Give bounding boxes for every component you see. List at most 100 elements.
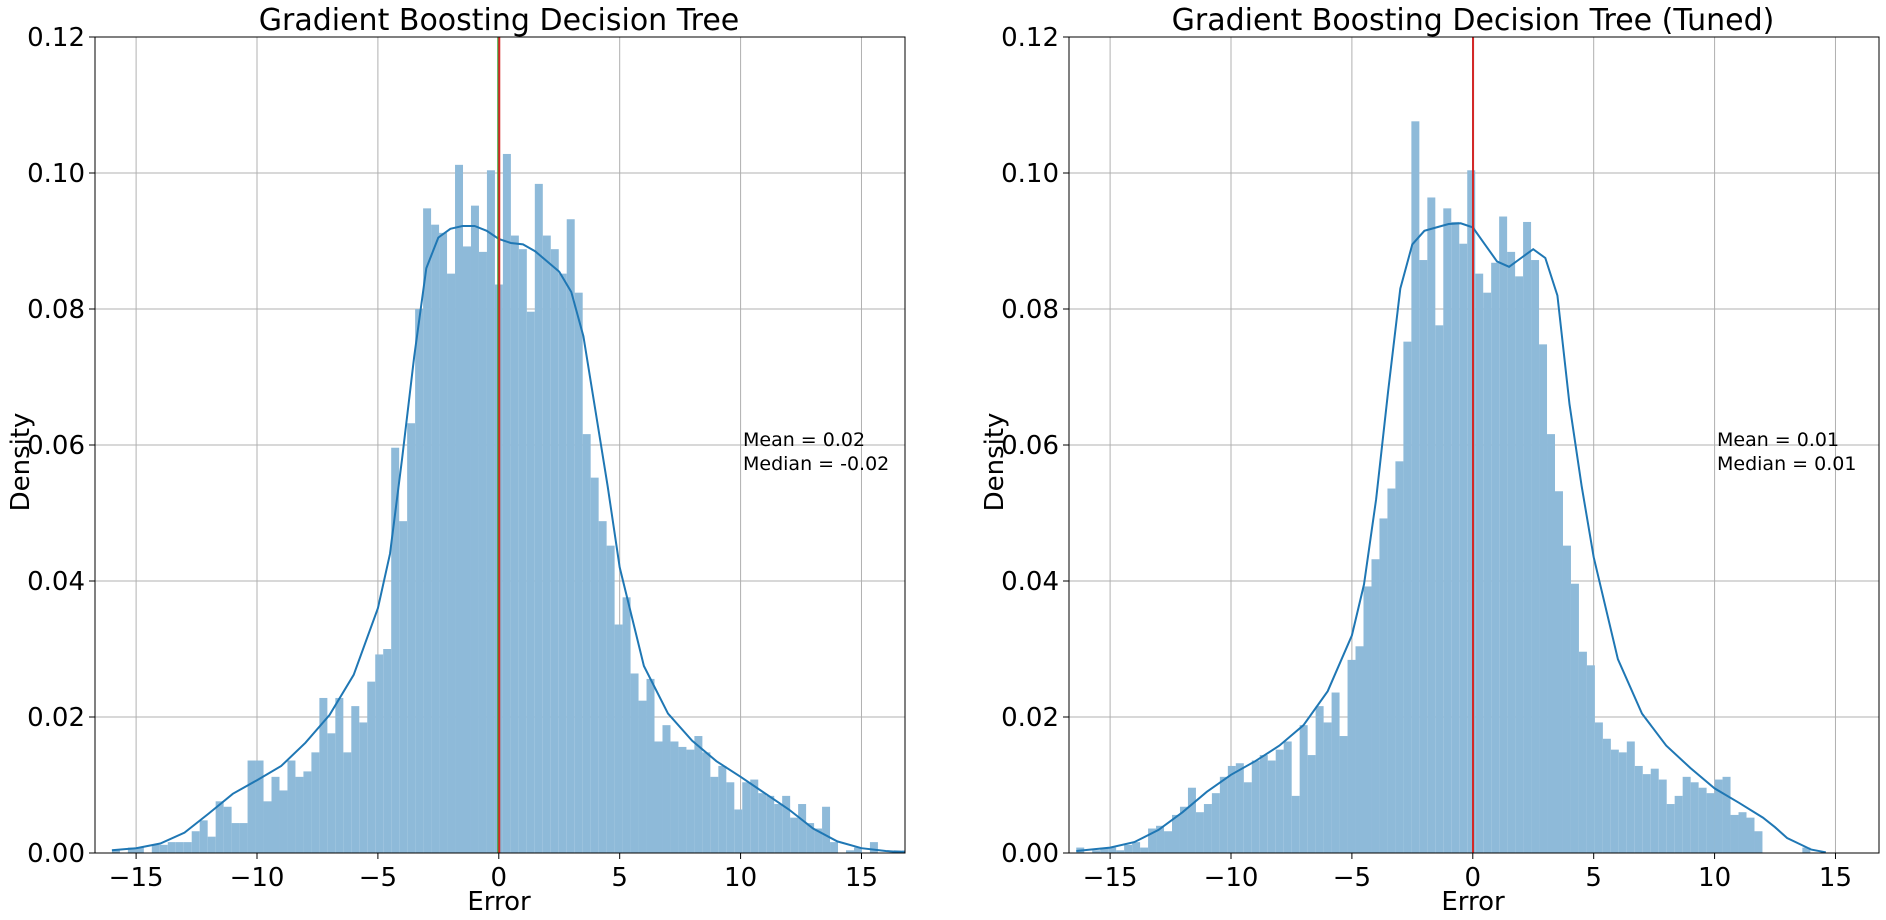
histogram-bar: [1283, 741, 1292, 853]
histogram-bar: [1586, 665, 1595, 853]
histogram-bar: [1355, 646, 1364, 853]
histogram-bar: [415, 309, 424, 853]
histogram-bar: [846, 850, 854, 853]
histogram-bar: [1148, 828, 1157, 853]
histogram-bar: [1435, 325, 1444, 853]
histogram-bar: [630, 673, 639, 853]
histogram-bar: [167, 842, 176, 853]
y-tick-label: 0.00: [27, 839, 85, 869]
histogram-bar: [478, 251, 487, 853]
histogram-bar: [1578, 651, 1587, 853]
histogram-bar: [822, 806, 831, 853]
histogram-bar: [1092, 850, 1101, 853]
histogram-bar: [1164, 831, 1173, 853]
histogram-bar: [1714, 779, 1723, 853]
histogram-bar: [606, 545, 615, 853]
x-tick-label: 10: [724, 863, 757, 893]
y-tick-label: 0.10: [27, 159, 85, 189]
histogram-bar: [1443, 208, 1452, 854]
histogram-bar: [542, 235, 551, 853]
histogram-bar: [694, 736, 703, 853]
histogram-bar: [1291, 795, 1300, 853]
histogram-bar: [1451, 221, 1460, 853]
histogram-bar: [263, 801, 272, 853]
histogram-bar: [231, 823, 240, 853]
histogram-bar: [486, 170, 495, 853]
y-tick-label: 0.12: [27, 23, 85, 53]
histogram-bar: [518, 249, 527, 853]
histogram-bar: [159, 844, 168, 853]
histogram-bar: [1339, 736, 1348, 853]
histogram-bar: [1219, 776, 1228, 853]
histogram-bar: [279, 790, 288, 853]
histogram-bar: [798, 804, 807, 853]
y-tick-label: 0.12: [1001, 23, 1059, 53]
x-axis-label: Error: [1441, 887, 1505, 917]
histogram-bar: [814, 828, 823, 853]
histogram-bar: [742, 782, 751, 853]
histogram-bar: [1754, 831, 1763, 853]
histogram-bar: [590, 477, 599, 853]
x-tick-label: −5: [359, 863, 397, 893]
histogram-bar: [1156, 825, 1165, 853]
histogram-bar: [207, 836, 216, 853]
y-tick-label: 0.04: [1001, 567, 1059, 597]
histogram-bar: [1403, 341, 1412, 853]
histogram-bar: [1570, 583, 1579, 853]
histogram-bar: [151, 844, 160, 853]
histogram-bar: [1531, 260, 1540, 853]
y-tick-label: 0.10: [1001, 159, 1059, 189]
histogram-bar: [1658, 779, 1667, 853]
histogram-bar: [790, 817, 799, 853]
histogram-bar: [1203, 804, 1212, 853]
histogram-bar: [1618, 752, 1627, 853]
histogram-bar: [223, 806, 232, 853]
histogram-bar: [1642, 774, 1651, 853]
y-axis-label: Density: [6, 413, 36, 512]
histogram-bar: [750, 779, 759, 853]
x-tick-label: 5: [611, 863, 628, 893]
histogram-bar: [1666, 804, 1675, 853]
histogram-bar: [638, 700, 647, 853]
histogram-bar: [135, 847, 144, 853]
histogram-bar: [702, 752, 711, 853]
histogram-bar: [1379, 518, 1388, 853]
histogram-bar: [1539, 344, 1548, 853]
histogram-bar: [191, 831, 200, 853]
histogram-bar: [1491, 262, 1500, 853]
histogram-bar: [1499, 216, 1508, 853]
histogram-bar: [1132, 842, 1141, 853]
histogram-bar: [830, 842, 839, 853]
histogram-bar: [1315, 706, 1324, 853]
median-annotation: Median = 0.01: [1717, 453, 1856, 475]
histogram-bar: [1626, 741, 1635, 853]
histogram-bar: [654, 741, 663, 853]
histogram-bar: [853, 847, 862, 853]
histogram-bar: [869, 842, 878, 853]
histogram-bar: [1331, 692, 1340, 853]
histogram-bar: [1371, 559, 1380, 853]
histogram-bar: [566, 219, 575, 854]
histogram-bar: [1187, 787, 1196, 853]
histogram-bar: [710, 776, 719, 853]
x-tick-label: 5: [1585, 863, 1602, 893]
histogram-bar: [1267, 760, 1276, 853]
median-annotation: Median = -0.02: [743, 453, 889, 475]
histogram-bar: [526, 311, 535, 854]
x-tick-label: 0: [1465, 863, 1482, 893]
histogram-bar: [670, 741, 679, 853]
histogram-bar: [614, 624, 623, 853]
histogram-bar: [1650, 768, 1659, 853]
histogram-bar: [199, 820, 208, 853]
x-axis-label: Error: [467, 887, 531, 917]
histogram-bar: [127, 847, 136, 853]
histogram-bar: [1140, 847, 1149, 853]
histogram-bar: [271, 776, 280, 853]
histogram-bar: [1507, 251, 1516, 853]
x-tick-label: −10: [1204, 863, 1259, 893]
histogram-bar: [239, 823, 248, 853]
histogram-bar: [1634, 765, 1643, 853]
histogram-bar: [399, 521, 408, 853]
histogram-bar: [1698, 787, 1707, 853]
histogram-bar: [335, 697, 344, 853]
